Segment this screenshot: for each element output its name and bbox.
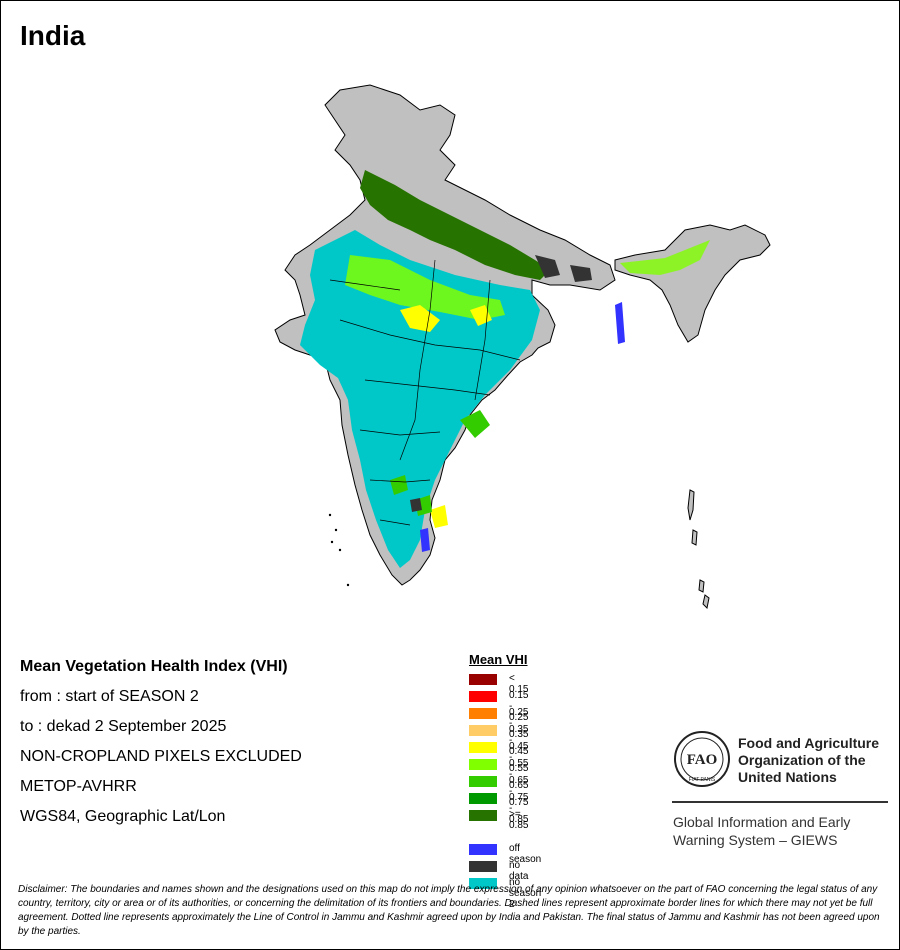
legend-label: >= 0.85 <box>509 809 529 831</box>
legend-item: off season <box>469 842 541 865</box>
legend-swatch <box>469 708 497 719</box>
northeast-region <box>614 224 771 343</box>
legend-label: off season <box>509 843 542 865</box>
legend-swatch <box>469 691 497 702</box>
legend-swatch <box>469 742 497 753</box>
legend-label: no data <box>509 860 529 882</box>
org-line-2: Organization of the <box>738 752 866 768</box>
medium-vhi-belt <box>345 255 505 320</box>
legend-label: no season 2 <box>509 877 542 910</box>
org-line-1: Food and Agriculture <box>738 735 880 751</box>
emblem-motto: FIAT PANIS <box>689 777 716 783</box>
legend-swatch <box>469 793 497 804</box>
fao-emblem-icon: FAO FIAT PANIS <box>674 731 730 787</box>
index-title: Mean Vegetation Health Index (VHI) <box>20 658 288 675</box>
legend-item: 0.55 - 0.65 <box>469 757 528 791</box>
exclusion-note: NON-CROPLAND PIXELS EXCLUDED <box>20 748 302 765</box>
legend-extra: off season no data no season 2 <box>469 842 541 910</box>
legend-item: no season 2 <box>469 876 541 910</box>
sensor: METOP-AVHRR <box>20 778 137 795</box>
legend-item: 0.75 - 0.85 <box>469 791 528 825</box>
giews-label: Global Information and Early Warning Sys… <box>673 813 850 849</box>
state-borders <box>329 259 521 526</box>
legend-label: 0.65 - 0.75 <box>509 775 529 808</box>
legend-label: 0.75 - 0.85 <box>509 792 529 825</box>
legend-item: 0.45 - 0.55 <box>469 740 528 774</box>
legend-item: < 0.15 <box>469 672 528 695</box>
vhi-legend: Mean VHI < 0.15 0.15 - 0.25 0.25 - 0.35 0.3… <box>469 652 541 910</box>
legend-classes: < 0.15 0.15 - 0.25 0.25 - 0.35 0.35 - 0.45 0… <box>469 672 528 831</box>
fao-logo-block: FAO FIAT PANIS Food and Agriculture Orga… <box>670 730 890 848</box>
legend-item: 0.25 - 0.35 <box>469 706 528 740</box>
legend-swatch <box>469 674 497 685</box>
legend-label: 0.25 - 0.35 <box>509 707 529 740</box>
legend-swatch <box>469 725 497 736</box>
legend-swatch <box>469 810 497 821</box>
legend-item: 0.15 - 0.25 <box>469 689 528 723</box>
legend-title: Mean VHI <box>469 652 528 667</box>
legend-item: 0.35 - 0.45 <box>469 723 528 757</box>
giews-line-1: Global Information and Early <box>673 814 851 830</box>
legend-swatch <box>469 759 497 770</box>
legend-label: 0.15 - 0.25 <box>509 690 529 723</box>
period-to: to : dekad 2 September 2025 <box>20 718 227 735</box>
legend-item: 0.65 - 0.75 <box>469 774 528 808</box>
northeast-crops <box>620 240 710 275</box>
legend-swatch <box>469 776 497 787</box>
org-name: Food and Agriculture Organization of the… <box>738 735 879 786</box>
map-svg <box>274 84 771 610</box>
period-from: from : start of SEASON 2 <box>20 688 199 705</box>
map-info: Mean Vegetation Health Index (VHI) from … <box>20 657 302 837</box>
legend-item: no data <box>469 859 528 882</box>
legend-label: 0.55 - 0.65 <box>509 758 529 791</box>
andaman-islands <box>687 489 710 610</box>
high-vhi-plain <box>360 170 550 280</box>
country-title: India <box>20 20 86 51</box>
legend-swatch <box>469 861 497 872</box>
india-map <box>270 80 780 620</box>
legend-label: 0.35 - 0.45 <box>509 724 529 757</box>
legend-label: < 0.15 <box>509 673 529 695</box>
legend-item: >= 0.85 <box>469 808 528 831</box>
org-line-3: United Nations <box>738 769 837 785</box>
legend-swatch <box>469 844 497 855</box>
emblem-text: FAO <box>687 752 718 768</box>
projection: WGS84, Geographic Lat/Lon <box>20 808 226 825</box>
logo-divider <box>672 801 888 803</box>
giews-line-2: Warning System – GIEWS <box>673 832 838 848</box>
green-patches <box>390 410 490 516</box>
legend-swatch <box>469 878 497 889</box>
disclaimer: Disclaimer: The boundaries and names sho… <box>18 884 880 937</box>
lakshadweep-islands <box>328 513 350 587</box>
legend-label: 0.45 - 0.55 <box>509 741 529 774</box>
